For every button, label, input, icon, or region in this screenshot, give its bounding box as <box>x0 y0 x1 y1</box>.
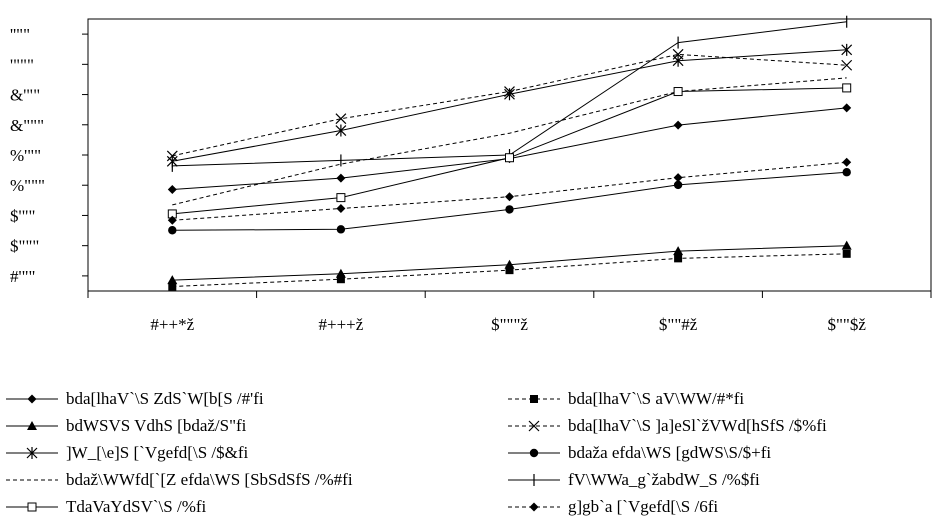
series-1-point <box>842 103 852 113</box>
series-2-point <box>168 282 177 291</box>
legend-item: g]gb`a [`Vgefd[\S /6fi <box>506 495 718 519</box>
series-10-point <box>167 215 177 225</box>
legend-marker <box>530 395 538 403</box>
series-4-point <box>335 113 347 125</box>
series-line-7 <box>172 77 847 206</box>
series-markers <box>166 15 853 291</box>
legend-swatch <box>508 502 560 512</box>
series-10-point <box>842 157 852 167</box>
legend-label: bdaž\WWfd[`[Z efda\WS [SbSdSfS /%#fi <box>66 470 353 489</box>
legend-marker <box>27 421 37 430</box>
series-1-point <box>167 184 177 194</box>
y-tick-label: #'"" <box>10 267 35 286</box>
legend-label: fV\WWa_g`žabdW_S /%$fi <box>568 470 760 489</box>
series-6-point <box>505 205 514 214</box>
series-3-point <box>673 246 684 256</box>
y-tick-label: &""" <box>10 116 44 135</box>
y-tick-label: '""" <box>10 55 34 74</box>
legend-marker <box>27 394 37 404</box>
legend-item: fV\WWa_g`žabdW_S /%$fi <box>506 468 760 492</box>
series-5-point <box>672 54 684 67</box>
series-9-point <box>842 83 852 93</box>
legend-label: bdaža efda\WS [gdWS\S/$+fi <box>568 443 772 462</box>
legend: bda[lhaV`\S ZdS`W[b[S /#'fi bda[lhaV`\S a… <box>0 385 937 524</box>
series-2-point <box>336 275 345 284</box>
legend-swatch <box>6 479 58 481</box>
x-tick-label: $""$ž <box>827 315 866 334</box>
line-chart: #'"" $""" $'"" %""" %'"" &""" &'"" '""" ''"" #++… <box>10 15 932 334</box>
series-3-point <box>167 275 178 285</box>
series-3-point <box>841 240 852 250</box>
x-tick-label: #+++ž <box>318 315 363 334</box>
legend-swatch <box>508 420 560 432</box>
series-line-1 <box>172 107 847 190</box>
series-5-point <box>504 88 515 101</box>
legend-label: bdWSVS VdhS [bdaž/S"fi <box>66 416 247 435</box>
legend-item: ]W_[\e]S [`Vgefd[\S /$&fi <box>4 441 248 465</box>
legend-label: bda[lhaV`\S ZdS`W[b[S /#'fi <box>66 389 264 408</box>
series-6-point <box>168 226 177 235</box>
series-2-point <box>674 254 683 263</box>
legend-marker <box>26 447 38 459</box>
legend-label: bda[lhaV`\S ]a]eSl`žVWd[hSfS /$%fi <box>568 416 827 435</box>
series-4-point <box>841 59 853 71</box>
legend-swatch <box>6 447 58 459</box>
series-10-point <box>673 173 683 183</box>
legend-swatch <box>508 448 560 458</box>
legend-swatch <box>508 474 560 486</box>
series-line-5 <box>172 49 847 162</box>
legend-item: bda[lhaV`\S ]a]eSl`žVWd[hSfS /$%fi <box>506 414 827 438</box>
y-tick-label: $'"" <box>10 206 35 225</box>
legend-swatch <box>6 502 58 512</box>
legend-label: g]gb`a [`Vgefd[\S /6fi <box>568 497 719 516</box>
legend-marker <box>528 420 540 432</box>
y-tick-label: %""" <box>10 176 45 195</box>
series-9-point <box>336 193 346 203</box>
legend-item: bdWSVS VdhS [bdaž/S"fi <box>4 414 246 438</box>
series-3-point <box>335 268 346 278</box>
series-6-point <box>673 180 683 190</box>
series-5-point <box>335 124 347 137</box>
legend-label: bda[lhaV`\S aV\WW/#*fi <box>568 389 745 408</box>
y-axis: #'"" $""" $'"" %""" %'"" &""" &'"" '""" ''"" <box>10 25 88 286</box>
legend-item: TdaVaYdSV`\S /%fi <box>4 495 206 519</box>
legend-marker <box>529 502 539 512</box>
x-tick-label: $"""ž <box>491 315 528 334</box>
series-10-point <box>336 203 346 213</box>
series-3-point <box>504 259 515 269</box>
legend-label: ]W_[\e]S [`Vgefd[\S /$&fi <box>66 443 249 462</box>
series-1-point <box>336 173 346 183</box>
legend-marker <box>529 448 539 458</box>
x-tick-label: $""#ž <box>659 315 698 334</box>
series-1-point <box>673 120 683 130</box>
series-6-point <box>336 225 346 234</box>
legend-marker <box>27 502 37 512</box>
series-9-point <box>505 153 514 163</box>
legend-item: bdaž\WWfd[`[Z efda\WS [SbSdSfS /%#fi <box>4 468 353 492</box>
x-tick-label: #++*ž <box>150 315 194 334</box>
series-2-point <box>842 249 851 258</box>
legend-swatch <box>6 394 58 404</box>
legend-swatch <box>6 421 58 430</box>
legend-label: TdaVaYdSV`\S /%fi <box>66 497 207 516</box>
legend-swatch <box>508 395 560 403</box>
series-5-point <box>841 43 853 56</box>
y-tick-label: &'"" <box>10 86 40 105</box>
series-2-point <box>505 266 514 275</box>
legend-item: bda[lhaV`\S ZdS`W[b[S /#'fi <box>4 387 264 411</box>
legend-item: bda[lhaV`\S aV\WW/#*fi <box>506 387 744 411</box>
y-tick-label: %'"" <box>10 146 41 165</box>
legend-item: bdaža efda\WS [gdWS\S/$+fi <box>506 441 771 465</box>
series-9-point <box>673 87 683 97</box>
series-6-point <box>842 168 851 177</box>
series-line-6 <box>172 171 847 231</box>
x-axis: #++*ž #+++ž $"""ž $""#ž $""$ž <box>87 291 932 334</box>
series-10-point <box>505 192 514 202</box>
series-line-4 <box>172 53 847 157</box>
y-tick-label: $""" <box>10 237 39 256</box>
y-tick-label: ''"" <box>10 25 30 44</box>
